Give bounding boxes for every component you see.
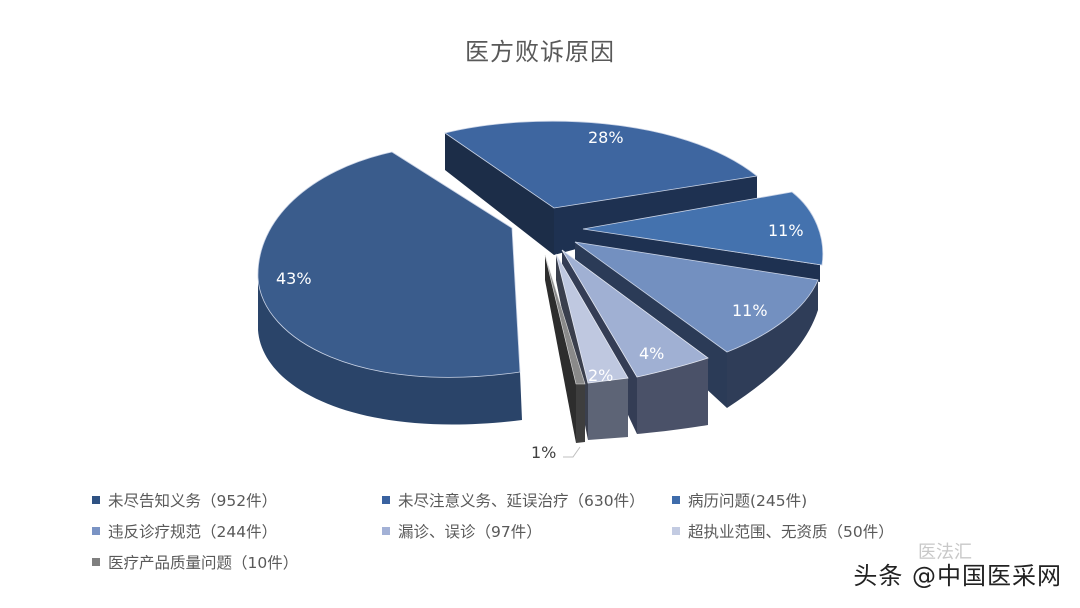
slice-6[interactable]	[544, 254, 586, 443]
legend-label: 未尽注意义务、延误治疗（630件）	[398, 491, 645, 510]
legend-label: 未尽告知义务（952件）	[108, 491, 278, 510]
label-slice-2: 11%	[768, 221, 804, 240]
legend-swatch-icon	[382, 526, 390, 535]
leader-line	[563, 446, 581, 458]
legend-item[interactable]: 医疗产品质量问题（10件）	[92, 551, 382, 573]
slice-0[interactable]	[257, 151, 522, 425]
legend-label: 病历问题(245件)	[688, 491, 808, 510]
label-slice-0: 43%	[276, 269, 312, 288]
legend-label: 违反诊疗规范（244件）	[108, 522, 278, 541]
label-slice-4: 4%	[639, 344, 665, 363]
legend-item[interactable]: 未尽告知义务（952件）	[92, 489, 382, 511]
label-slice-5: 2%	[588, 366, 614, 385]
slice-2[interactable]	[582, 191, 824, 282]
legend-swatch-icon	[382, 495, 390, 504]
chart-legend: 未尽告知义务（952件） 未尽注意义务、延误治疗（630件） 病历问题(245件…	[92, 484, 992, 577]
label-slice-3: 11%	[732, 301, 768, 320]
pie-chart	[257, 120, 824, 458]
legend-swatch-icon	[92, 526, 100, 535]
legend-item[interactable]: 超执业范围、无资质（50件）	[672, 520, 972, 542]
legend-label: 超执业范围、无资质（50件）	[688, 522, 894, 541]
label-slice-1: 28%	[588, 128, 624, 147]
legend-swatch-icon	[672, 526, 680, 535]
legend-swatch-icon	[92, 495, 100, 504]
chart-title: 医方败诉原因	[465, 38, 615, 66]
legend-item[interactable]: 未尽注意义务、延误治疗（630件）	[382, 489, 672, 511]
label-slice-6: 1%	[531, 443, 557, 462]
watermark: 头条 @中国医采网	[853, 562, 1062, 590]
legend-swatch-icon	[672, 495, 680, 504]
legend-label: 漏诊、误诊（97件）	[398, 522, 542, 541]
legend-item[interactable]: 病历问题(245件)	[672, 489, 972, 511]
legend-label: 医疗产品质量问题（10件）	[108, 553, 299, 572]
legend-swatch-icon	[92, 557, 100, 566]
watermark-faint: 医法汇	[918, 542, 972, 563]
legend-item[interactable]: 违反诊疗规范（244件）	[92, 520, 382, 542]
legend-item[interactable]: 漏诊、误诊（97件）	[382, 520, 672, 542]
